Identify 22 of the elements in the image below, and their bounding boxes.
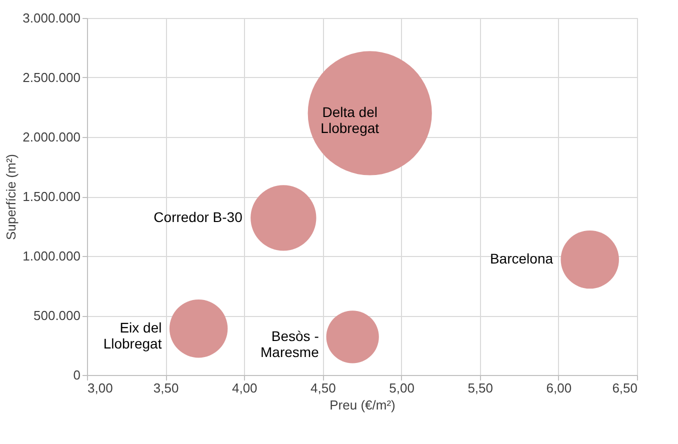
y-tick-label: 500.000 [34,308,80,323]
y-tick-label: 0 [73,368,80,382]
x-tick-label: 4,50 [310,380,336,396]
y-tick-label: 2.000.000 [22,130,80,144]
x-axis-title: Preu (€/m²) [330,398,396,412]
x-tick-label: 6,00 [546,380,572,396]
annotation: Besòs - Maresme [260,328,320,360]
x-tick-label: 3,00 [88,380,113,396]
y-axis-title: Superfície (m²) [4,154,19,240]
x-tick-label: 6,50 [612,380,638,396]
y-tick-label: 1.500.000 [22,189,80,204]
y-tick-label: 1.000.000 [22,248,80,264]
y-tick-label: 3.000.000 [22,10,80,26]
annotation: Corredor B-30 [154,208,243,225]
y-tick-label: 2.500.000 [22,70,80,85]
annotation: Eix del Llobregat [103,320,162,352]
annotation: Delta del Llobregat [320,104,380,136]
x-tick-label: 3,50 [153,380,179,396]
x-tick-label: 5,50 [468,380,494,396]
annotation: Barcelona [490,250,554,267]
x-tick-label: 4,00 [232,380,258,396]
x-tick-label: 5,00 [389,380,414,396]
